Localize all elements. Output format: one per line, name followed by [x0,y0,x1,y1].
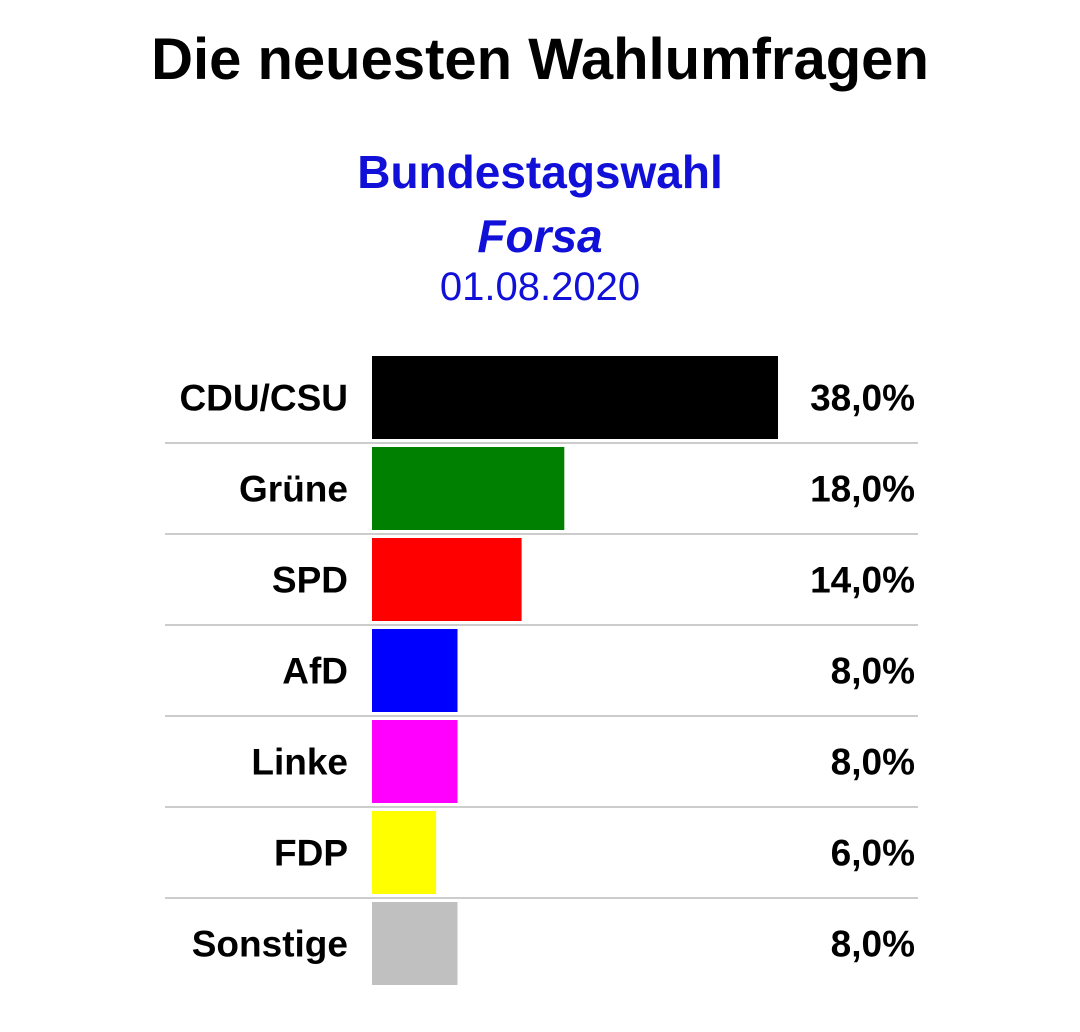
value-label: 8,0% [831,742,915,783]
value-label: 8,0% [831,651,915,692]
category-label: Sonstige [192,924,348,965]
category-label: Linke [251,742,348,783]
bar-sonstige [372,902,458,985]
bar-fdp [372,811,437,894]
value-label: 18,0% [810,469,915,510]
value-label: 14,0% [810,560,915,601]
page-title: Die neuesten Wahlumfragen [151,27,929,92]
category-label: CDU/CSU [179,378,348,419]
category-label: Grüne [239,469,348,510]
category-label: SPD [272,560,348,601]
category-label: FDP [274,833,348,874]
bar-gr-ne [372,447,565,530]
category-label: AfD [282,651,348,692]
poll-date: 01.08.2020 [439,265,641,309]
bar-cdu-csu [372,356,778,439]
bar-linke [372,720,458,803]
bar-spd [372,538,522,621]
value-label: 38,0% [810,378,915,419]
bar-afd [372,629,458,712]
poll-institute: Forsa [477,210,603,262]
value-label: 8,0% [831,924,915,965]
value-label: 6,0% [831,833,915,874]
election-name: Bundestagswahl [357,146,723,198]
